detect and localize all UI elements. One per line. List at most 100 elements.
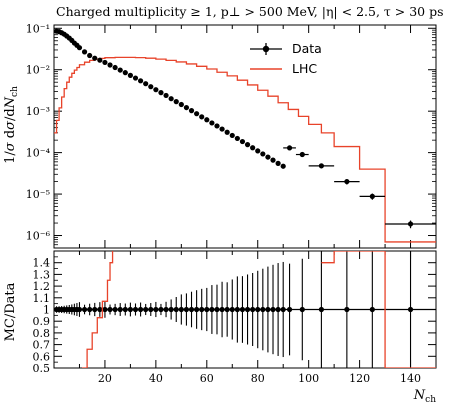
ratio-data-marker — [163, 306, 169, 313]
data-marker — [183, 104, 190, 111]
x-tick-label: 100 — [298, 372, 319, 385]
ratio-data-marker — [280, 306, 286, 313]
ratio-data-marker — [234, 306, 240, 313]
ratio-data-point — [127, 302, 133, 317]
data-point — [173, 99, 179, 105]
main-y-axis: 10⁻⁶ 10⁻⁵ 10⁻⁴ 10⁻³ 10⁻² 10⁻¹ — [26, 22, 436, 249]
ratio-y-tick-label: 1.3 — [33, 268, 51, 281]
x-tick-label: 20 — [98, 372, 112, 385]
data-point — [270, 157, 276, 163]
data-point — [275, 160, 281, 166]
data-marker — [102, 59, 108, 66]
data-point — [334, 178, 360, 185]
data-point — [92, 55, 98, 61]
data-marker — [204, 117, 210, 123]
data-marker — [137, 78, 144, 84]
data-marker — [209, 120, 215, 126]
data-marker — [92, 55, 98, 61]
data-point — [280, 163, 286, 169]
ratio-data-marker — [275, 306, 281, 313]
main-y-tick-label: 10⁻¹ — [26, 22, 50, 35]
ratio-data-marker — [244, 306, 251, 313]
ratio-data-point — [275, 263, 281, 356]
data-marker — [214, 123, 220, 129]
ratio-data-marker — [344, 306, 350, 313]
ratio-y-axis-label: MC/Data — [3, 282, 18, 341]
data-marker — [112, 64, 118, 71]
ratio-data-marker — [239, 306, 246, 313]
ratio-data-point — [344, 251, 350, 368]
data-point — [229, 132, 235, 139]
data-marker — [260, 151, 266, 157]
ratio-mc-curve — [82, 251, 436, 368]
data-point — [76, 45, 83, 51]
main-x-ticks — [78, 25, 412, 248]
data-marker — [229, 132, 235, 139]
ratio-data-point — [260, 268, 266, 351]
ratio-data-marker — [188, 306, 195, 313]
ratio-data-marker — [260, 306, 266, 313]
legend-lhc-label: LHC — [292, 61, 317, 76]
data-point — [224, 129, 230, 135]
data-marker — [265, 154, 271, 160]
data-point — [87, 52, 93, 59]
chart-title: Charged multiplicity ≥ 1, p⊥ > 500 MeV, … — [56, 4, 444, 19]
ratio-data-point — [168, 299, 174, 320]
ratio-data-marker — [204, 306, 210, 313]
ratio-data-marker — [132, 306, 139, 313]
data-point — [122, 70, 128, 76]
main-y-tick-label: 10⁻⁵ — [26, 188, 50, 201]
ratio-data-point — [178, 294, 184, 325]
ratio-data-marker — [265, 306, 271, 313]
data-point — [188, 108, 195, 114]
data-point — [183, 104, 190, 111]
data-point — [308, 163, 335, 169]
data-marker — [244, 142, 251, 148]
data-marker — [178, 101, 184, 108]
data-marker — [286, 145, 293, 151]
x-axis-label: Nch — [413, 388, 436, 405]
x-tick-label: 40 — [149, 372, 163, 385]
ratio-y-tick-label: 1 — [43, 304, 50, 317]
data-marker — [250, 145, 256, 151]
ratio-data-marker — [168, 306, 174, 313]
data-marker — [275, 160, 281, 166]
ratio-data-marker — [194, 306, 200, 313]
ratio-data-point — [107, 304, 113, 315]
ratio-data-marker — [87, 306, 93, 313]
data-point — [234, 135, 240, 142]
ratio-data-marker — [173, 306, 179, 313]
ratio-data-marker — [158, 306, 164, 313]
ratio-data-point — [102, 301, 108, 318]
ratio-data-point — [153, 301, 159, 318]
data-point — [137, 78, 144, 84]
ratio-data-point — [137, 302, 144, 317]
data-marker — [76, 45, 83, 51]
ratio-y-tick-label: 0.7 — [33, 339, 51, 352]
data-point — [219, 126, 225, 132]
data-marker — [219, 126, 225, 132]
ratio-data-points — [54, 251, 414, 368]
ratio-data-point — [76, 302, 83, 317]
x-tick-label: 120 — [349, 372, 370, 385]
data-marker — [344, 178, 350, 185]
ratio-data-point — [407, 251, 414, 368]
legend-data-marker — [262, 45, 270, 53]
ratio-data-marker — [137, 306, 144, 313]
ratio-y-tick-label: 1.1 — [33, 292, 51, 305]
data-point — [117, 67, 123, 73]
ratio-data-marker — [214, 306, 220, 313]
data-marker — [81, 49, 88, 55]
ratio-data-marker — [229, 306, 235, 313]
x-tick-label: 80 — [251, 372, 265, 385]
ratio-data-point — [286, 263, 293, 356]
ratio-data-point — [97, 302, 103, 317]
data-marker — [163, 92, 169, 99]
ratio-data-marker — [97, 306, 103, 313]
ratio-data-marker — [318, 306, 324, 313]
mc-histogram — [54, 56, 436, 243]
ratio-data-point — [87, 303, 93, 316]
ratio-data-point — [183, 293, 190, 326]
data-points — [54, 28, 436, 229]
data-point — [209, 120, 215, 126]
